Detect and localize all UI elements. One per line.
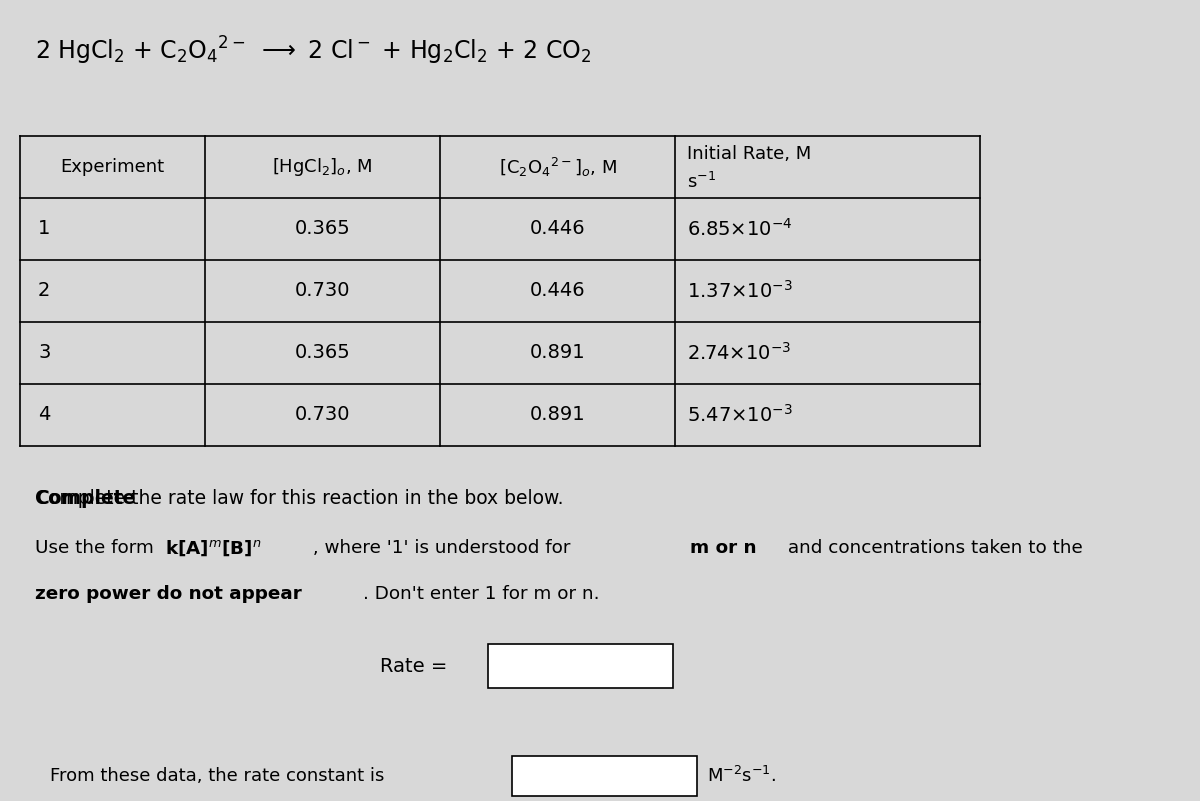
Text: 6.85$\times$10$^{-4}$: 6.85$\times$10$^{-4}$ — [686, 218, 792, 240]
Text: 2: 2 — [38, 281, 50, 300]
Text: 5.47$\times$10$^{-3}$: 5.47$\times$10$^{-3}$ — [686, 404, 793, 426]
Text: m or n: m or n — [690, 539, 756, 557]
Text: 0.446: 0.446 — [529, 281, 586, 300]
FancyBboxPatch shape — [512, 756, 697, 796]
Text: 0.365: 0.365 — [295, 219, 350, 239]
Text: . Don't enter 1 for m or n.: . Don't enter 1 for m or n. — [364, 585, 600, 603]
Text: Rate =: Rate = — [380, 657, 448, 675]
Text: [C$_2$O$_4$$^{2-}$]$_o$, M: [C$_2$O$_4$$^{2-}$]$_o$, M — [498, 155, 617, 179]
Text: Use the form: Use the form — [35, 539, 160, 557]
Text: Experiment: Experiment — [60, 158, 164, 176]
Text: 0.891: 0.891 — [529, 344, 586, 363]
Text: M$^{-2}$s$^{-1}$.: M$^{-2}$s$^{-1}$. — [707, 766, 776, 786]
Text: 1.37$\times$10$^{-3}$: 1.37$\times$10$^{-3}$ — [686, 280, 793, 302]
Text: k[A]$^m$[B]$^n$: k[A]$^m$[B]$^n$ — [166, 538, 262, 557]
Text: 0.891: 0.891 — [529, 405, 586, 425]
Text: 0.446: 0.446 — [529, 219, 586, 239]
FancyBboxPatch shape — [488, 644, 673, 688]
Text: 0.730: 0.730 — [295, 281, 350, 300]
Text: 2 HgCl$_2$ + C$_2$O$_4$$^{2-}$ $\longrightarrow$ 2 Cl$^-$ + Hg$_2$Cl$_2$ + 2 CO$: 2 HgCl$_2$ + C$_2$O$_4$$^{2-}$ $\longrig… — [35, 35, 592, 67]
Text: 4: 4 — [38, 405, 50, 425]
Text: 2.74$\times$10$^{-3}$: 2.74$\times$10$^{-3}$ — [686, 342, 791, 364]
Text: s$^{-1}$: s$^{-1}$ — [686, 172, 716, 192]
Text: Initial Rate, M: Initial Rate, M — [686, 145, 811, 163]
Text: zero power do not appear: zero power do not appear — [35, 585, 301, 603]
Text: 0.730: 0.730 — [295, 405, 350, 425]
Text: and concentrations taken to the: and concentrations taken to the — [782, 539, 1082, 557]
Text: Complete: Complete — [35, 489, 136, 508]
Text: 3: 3 — [38, 344, 50, 363]
Text: [HgCl$_2$]$_o$, M: [HgCl$_2$]$_o$, M — [272, 156, 373, 178]
Text: Complete the rate law for this reaction in the box below.: Complete the rate law for this reaction … — [35, 489, 564, 508]
Text: 1: 1 — [38, 219, 50, 239]
Text: , where '1' is understood for: , where '1' is understood for — [307, 539, 576, 557]
Text: 0.365: 0.365 — [295, 344, 350, 363]
Text: From these data, the rate constant is: From these data, the rate constant is — [50, 767, 384, 785]
